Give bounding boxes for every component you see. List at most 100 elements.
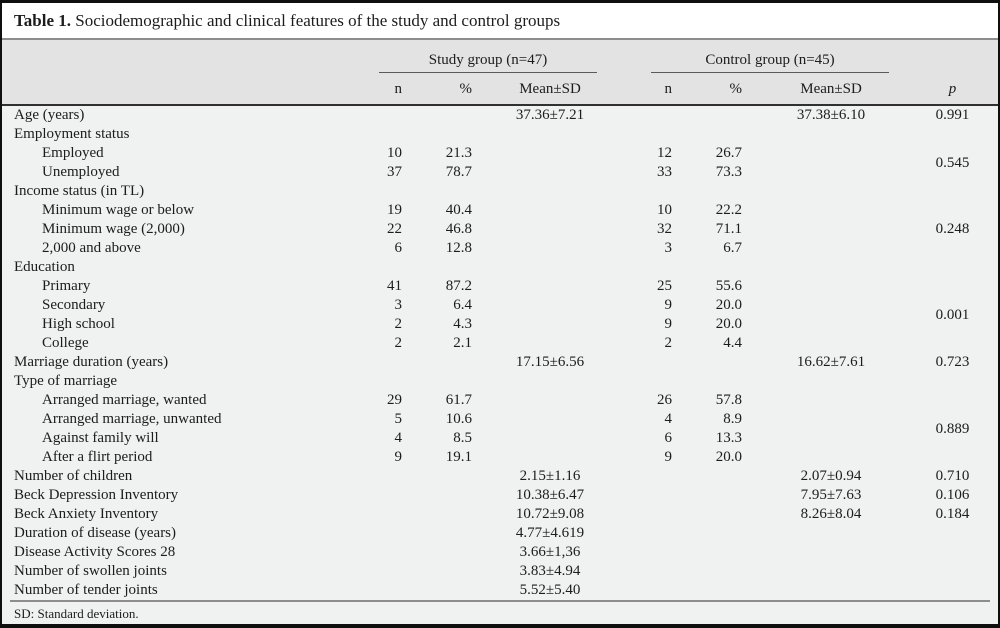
study-group-label: Study group (n=47)	[379, 52, 598, 73]
table-row: Employed 10 21.3 12 26.7 0.545	[2, 144, 998, 171]
study-n-cell: 22	[387, 221, 402, 237]
study-pct-cell: 10.6	[445, 411, 472, 427]
control-mean-cell	[746, 391, 916, 410]
p-value-cell	[916, 372, 998, 391]
control-mean-cell	[746, 144, 916, 163]
study-pct-cell	[410, 543, 476, 562]
study-pct-cell: 21.3	[445, 145, 472, 161]
study-n-cell: 41	[387, 278, 402, 294]
control-pct-cell: 73.3	[715, 164, 743, 180]
study-pct-cell	[410, 486, 476, 505]
control-n-cell	[624, 467, 680, 486]
p-value-cell: 0.106	[935, 487, 970, 503]
study-pct-cell	[410, 105, 476, 125]
table-row: Marriage duration (years) 17.15±6.56 16.…	[2, 353, 998, 372]
control-pct-cell	[680, 105, 746, 125]
control-mean-cell	[746, 277, 916, 296]
study-n-cell: 5	[394, 411, 403, 427]
row-label: 2,000 and above	[42, 240, 141, 256]
control-pct-cell: 20.0	[715, 449, 743, 465]
control-pct-cell	[680, 353, 746, 372]
row-label: After a flirt period	[42, 449, 153, 465]
table-row: Type of marriage	[2, 372, 998, 391]
table-caption: Table 1. Sociodemographic and clinical f…	[2, 3, 998, 40]
row-label: Type of marriage	[14, 373, 118, 389]
empty-subheader-cell	[2, 74, 352, 106]
row-label: Marriage duration (years)	[14, 354, 169, 370]
control-n-cell	[624, 372, 680, 391]
study-mean-cell: 2.15±1.16	[519, 468, 581, 484]
row-label: Arranged marriage, unwanted	[42, 411, 222, 427]
p-value-cell	[916, 562, 998, 581]
study-mean-cell	[476, 296, 624, 315]
row-label: Duration of disease (years)	[14, 525, 177, 541]
control-mean-cell	[746, 239, 916, 258]
study-pct-cell	[410, 372, 476, 391]
control-n-cell	[624, 486, 680, 505]
study-group-header: Study group (n=47)	[352, 40, 625, 74]
control-pct-cell: 22.2	[715, 202, 743, 218]
table-row: Beck Anxiety Inventory 10.72±9.08 8.26±8…	[2, 505, 998, 524]
row-label: Primary	[42, 278, 91, 294]
control-pct-cell	[680, 467, 746, 486]
study-mean-header: Mean±SD	[476, 74, 625, 106]
control-group-header: Control group (n=45)	[624, 40, 917, 74]
table-row: Arranged marriage, wanted 29 61.7 26 57.…	[2, 391, 998, 437]
row-label: Age (years)	[14, 107, 85, 123]
row-label: College	[42, 335, 89, 351]
control-pct-cell: 6.7	[723, 240, 743, 256]
table-row: Unemployed 37 78.7 33 73.3	[2, 163, 998, 182]
study-pct-cell: 6.4	[453, 297, 472, 313]
table-row: Primary 41 87.2 25 55.6 0.001	[2, 277, 998, 323]
p-value-cell: 0.710	[935, 468, 970, 484]
row-label: Secondary	[42, 297, 106, 313]
study-mean-cell	[476, 277, 624, 296]
table-row: Number of tender joints 5.52±5.40	[2, 581, 998, 600]
control-pct-cell	[680, 125, 746, 144]
row-label: Minimum wage (2,000)	[42, 221, 185, 237]
study-mean-cell: 3.66±1,36	[519, 544, 581, 560]
control-n-cell	[624, 543, 680, 562]
control-n-cell	[624, 505, 680, 524]
p-value-cell: 0.723	[935, 354, 970, 370]
study-pct-header: %	[410, 74, 476, 106]
study-n-cell	[352, 505, 410, 524]
control-n-cell	[624, 182, 680, 201]
study-pct-cell: 12.8	[445, 240, 472, 256]
study-pct-cell: 2.1	[453, 335, 472, 351]
study-pct-cell	[410, 505, 476, 524]
table-row: Disease Activity Scores 28 3.66±1,36	[2, 543, 998, 562]
study-mean-cell	[476, 258, 624, 277]
study-pct-cell: 61.7	[445, 392, 472, 408]
control-pct-cell: 20.0	[715, 297, 743, 313]
study-pct-cell: 46.8	[445, 221, 472, 237]
control-n-cell: 10	[657, 202, 673, 218]
control-mean-cell	[746, 201, 916, 220]
study-n-cell	[352, 258, 410, 277]
control-mean-cell	[746, 410, 916, 429]
control-mean-cell	[746, 258, 916, 277]
control-pct-cell: 4.4	[723, 335, 743, 351]
control-mean-cell: 7.95±7.63	[800, 487, 862, 503]
control-mean-cell: 2.07±0.94	[800, 468, 862, 484]
p-value-cell	[916, 125, 998, 144]
p-value-cell	[916, 524, 998, 543]
p-value-cell: 0.991	[935, 107, 970, 123]
control-pct-cell: 57.8	[715, 392, 743, 408]
table-number: Table 1.	[14, 11, 72, 30]
p-value-cell: 0.545	[935, 154, 970, 171]
row-label: Employment status	[14, 126, 130, 142]
row-label: Beck Depression Inventory	[14, 487, 179, 503]
study-n-cell	[352, 524, 410, 543]
control-n-cell	[624, 125, 680, 144]
row-label: Beck Anxiety Inventory	[14, 506, 159, 522]
table-row: Beck Depression Inventory 10.38±6.47 7.9…	[2, 486, 998, 505]
table-row: Against family will 4 8.5 6 13.3	[2, 429, 998, 448]
control-n-cell	[624, 581, 680, 600]
study-mean-cell	[476, 201, 624, 220]
study-mean-cell	[476, 220, 624, 239]
control-mean-cell	[746, 448, 916, 467]
row-label: Against family will	[42, 430, 159, 446]
study-n-cell: 4	[394, 430, 403, 446]
